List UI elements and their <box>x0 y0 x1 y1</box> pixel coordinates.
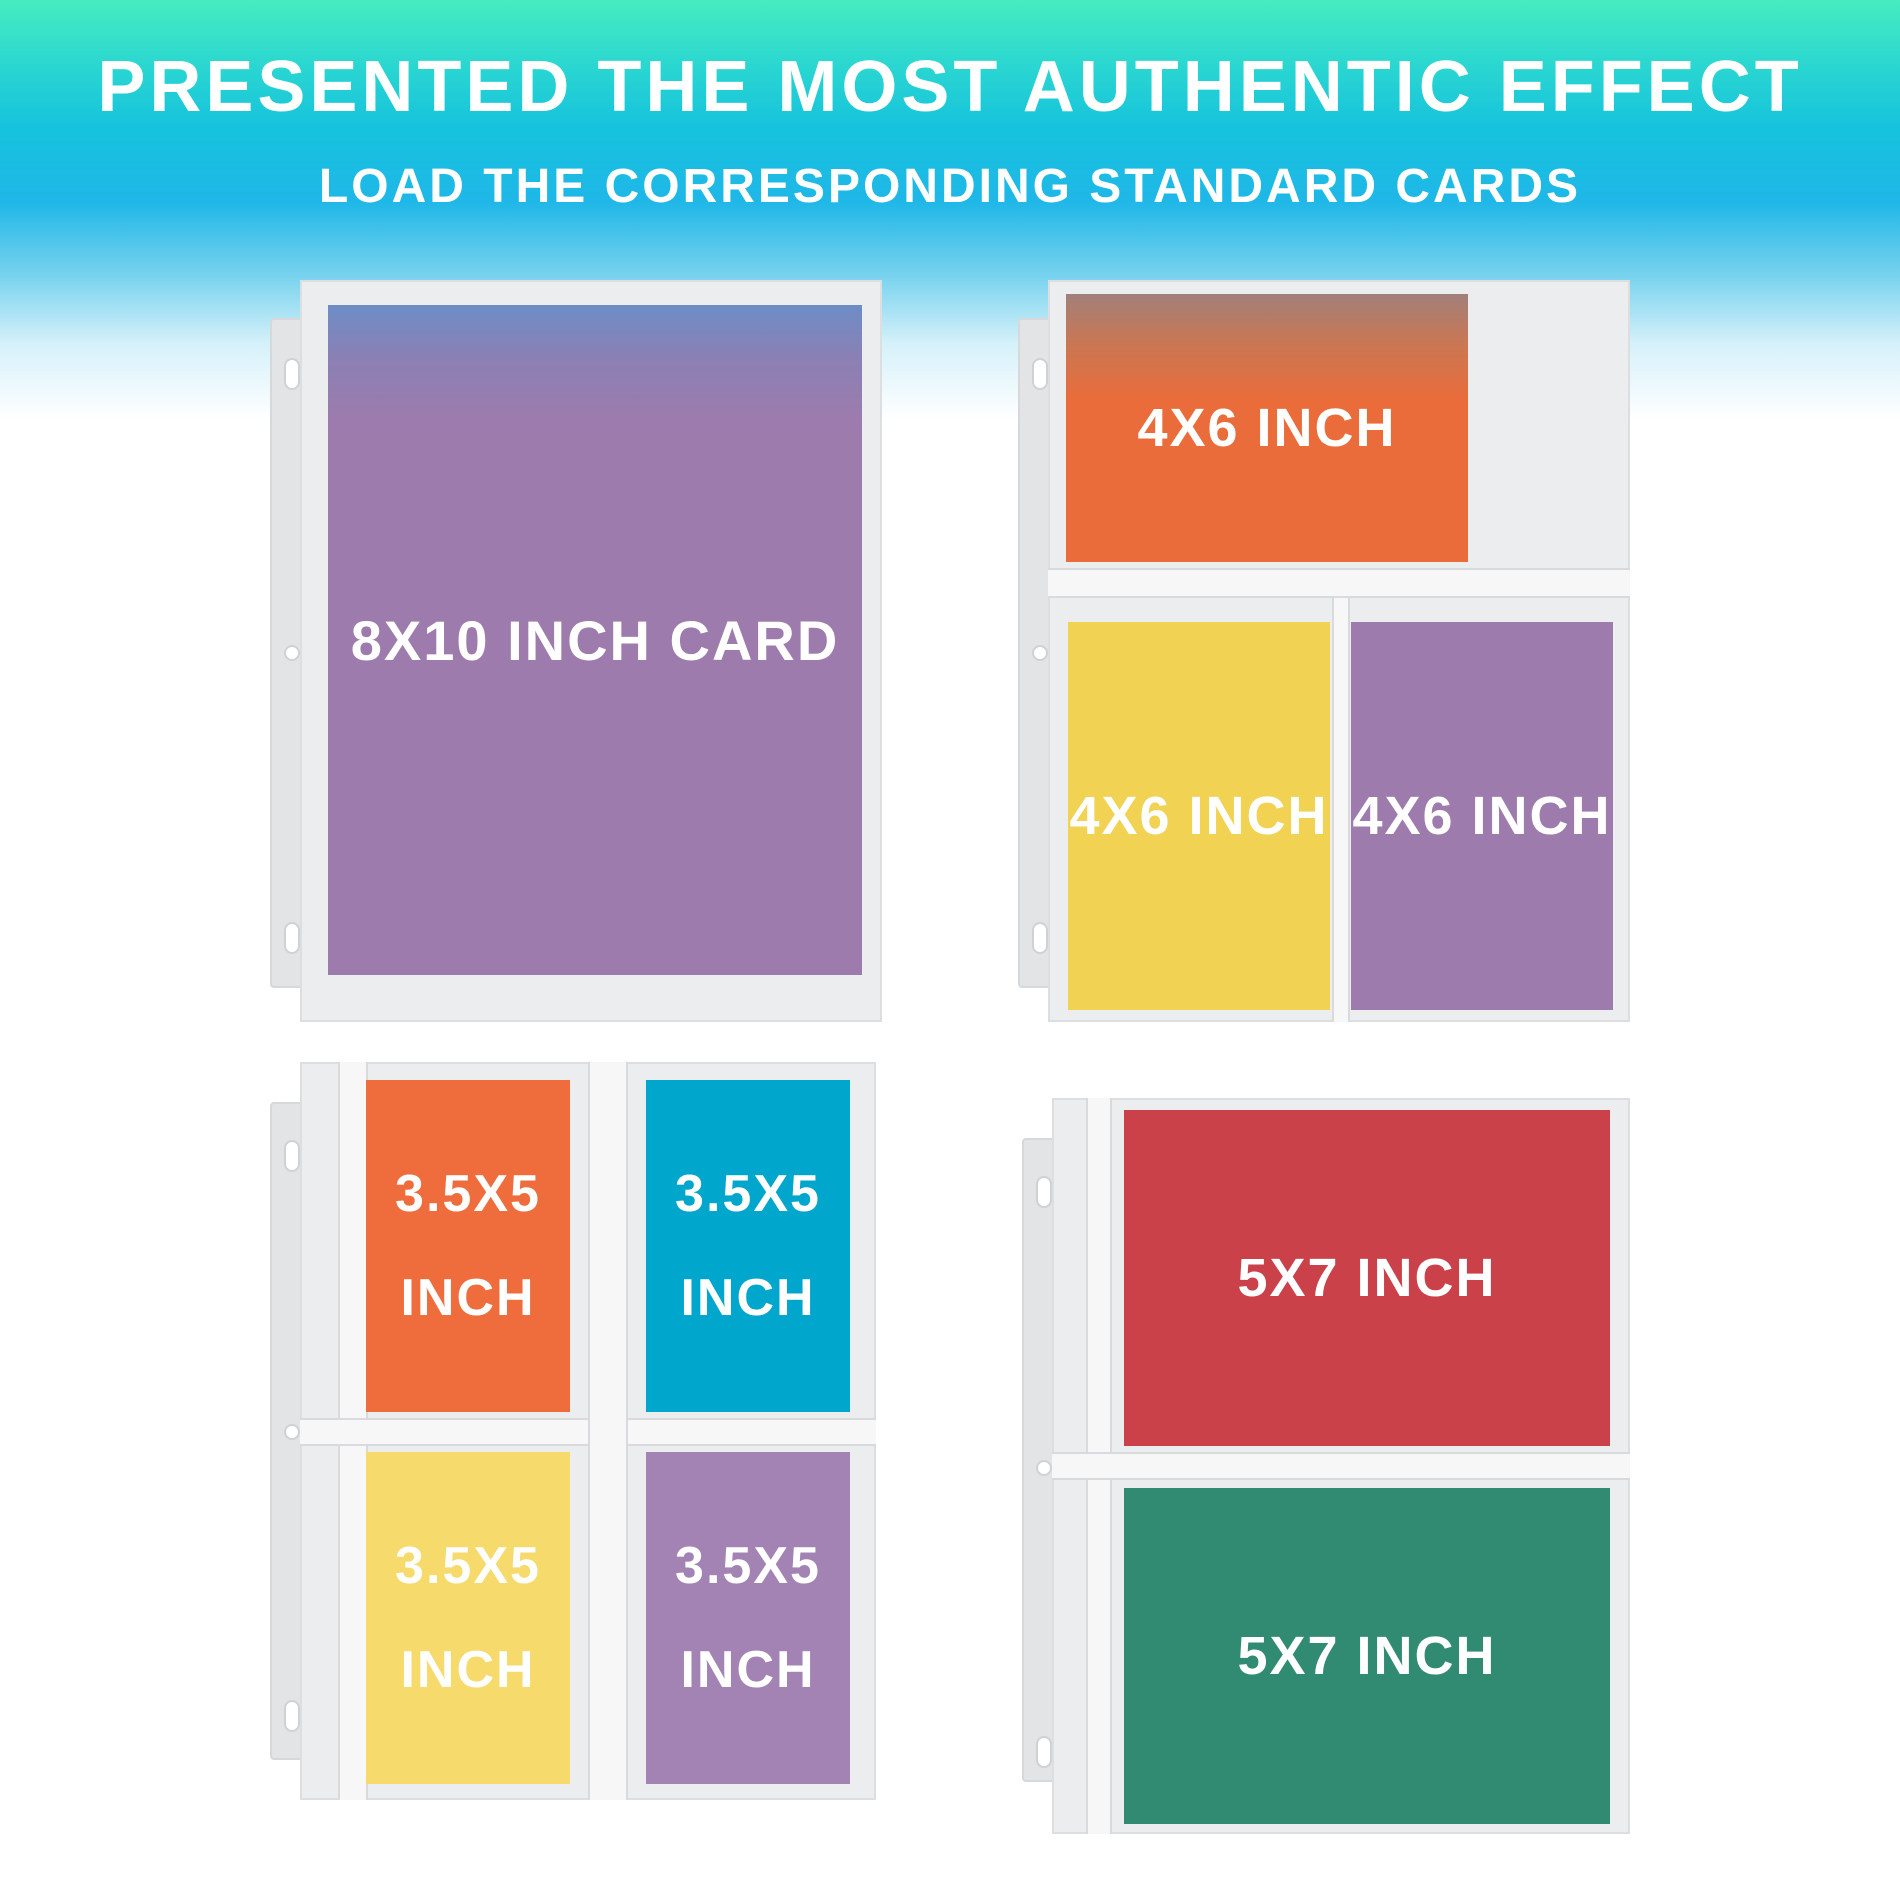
binder-hole <box>284 1700 300 1732</box>
card-label: 5X7 INCH <box>1237 1248 1497 1308</box>
binder-hole <box>284 1140 300 1172</box>
card-label: 4X6 INCH <box>1069 786 1329 846</box>
binder-hole <box>1032 922 1048 954</box>
card-3.5x5-yellow: 3.5X5 INCH <box>366 1452 570 1784</box>
card-3.5x5-purple: 3.5X5 INCH <box>646 1452 850 1784</box>
card-label-line1: 3.5X5 <box>675 1165 821 1223</box>
card-label-line2: INCH <box>680 1269 816 1327</box>
page-title: PRESENTED THE MOST AUTHENTIC EFFECT <box>97 47 1803 127</box>
binder-hole <box>284 645 300 661</box>
card-8x10: 8X10 INCH CARD <box>328 305 862 975</box>
binder-hole <box>284 1424 300 1440</box>
card-label-line1: 3.5X5 <box>395 1537 541 1595</box>
card-4x6-yellow: 4X6 INCH <box>1068 622 1330 1010</box>
card-label: 4X6 INCH <box>1352 786 1612 846</box>
card-label-line2: INCH <box>400 1641 536 1699</box>
card-4x6-purple: 4X6 INCH <box>1351 622 1613 1010</box>
card-label: 8X10 INCH CARD <box>350 608 840 672</box>
card-label: 5X7 INCH <box>1237 1626 1497 1686</box>
binder-hole <box>284 922 300 954</box>
card-label-line1: 3.5X5 <box>675 1537 821 1595</box>
card-label-line2: INCH <box>680 1641 816 1699</box>
card-label-line2: INCH <box>400 1269 536 1327</box>
pocket-seam <box>588 1062 628 1800</box>
pocket-seam <box>1332 598 1350 1022</box>
card-label-line1: 3.5X5 <box>395 1165 541 1223</box>
binder-hole <box>1032 358 1048 390</box>
card-3.5x5-orange: 3.5X5 INCH <box>366 1080 570 1412</box>
binder-hole <box>1036 1736 1052 1768</box>
binder-hole <box>1032 645 1048 661</box>
pocket-seam <box>1052 1452 1630 1480</box>
binder-hole <box>1036 1176 1052 1208</box>
card-5x7-red: 5X7 INCH <box>1124 1110 1610 1446</box>
card-4x6-landscape: 4X6 INCH <box>1066 294 1468 562</box>
card-5x7-green: 5X7 INCH <box>1124 1488 1610 1824</box>
card-label: 4X6 INCH <box>1137 398 1397 458</box>
card-3.5x5-blue: 3.5X5 INCH <box>646 1080 850 1412</box>
pocket-seam <box>1048 568 1630 598</box>
binder-hole <box>1036 1460 1052 1476</box>
binder-hole <box>284 358 300 390</box>
page-subtitle: LOAD THE CORRESPONDING STANDARD CARDS <box>318 160 1582 213</box>
